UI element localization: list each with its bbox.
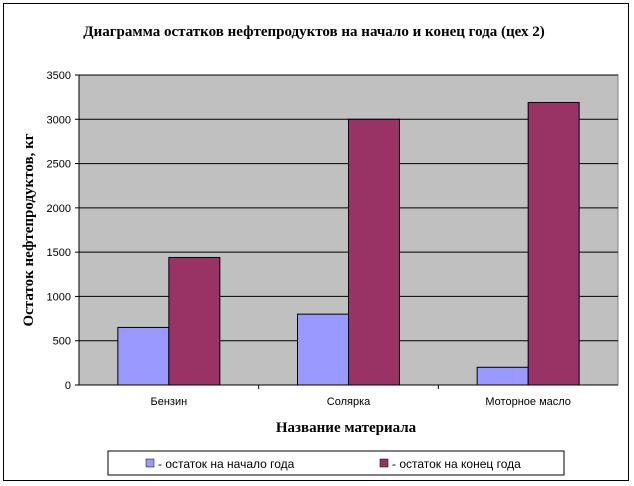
x-tick-label: Солярка <box>327 396 371 408</box>
y-axis-title: Остаток нефтепродуктов, кг <box>21 133 37 326</box>
bar <box>348 118 400 386</box>
legend-box <box>107 450 565 476</box>
legend-label-end: - остаток на конец года <box>392 457 521 471</box>
y-tick-label: 1500 <box>47 247 71 259</box>
y-tick-label: 0 <box>65 380 71 392</box>
bar <box>168 256 221 386</box>
y-tick-label: 3500 <box>47 70 71 82</box>
bar <box>476 366 529 386</box>
x-axis-title: Название материала <box>276 420 417 436</box>
y-tick-label: 1000 <box>47 291 71 303</box>
chart-title: Диаграмма остатков нефтепродуктов на нач… <box>83 24 544 40</box>
legend: - остаток на начало года - остаток на ко… <box>107 450 565 476</box>
legend-swatch-start <box>145 458 155 468</box>
y-axis-ticks: 0 500 1000 1500 2000 2500 3000 3500 <box>47 70 79 392</box>
y-tick-label: 2500 <box>47 159 71 171</box>
bar <box>297 313 349 386</box>
bar <box>117 326 170 386</box>
y-tick-label: 500 <box>53 336 71 348</box>
legend-label-start: - остаток на начало года <box>158 457 295 471</box>
y-tick-label: 3000 <box>47 114 71 126</box>
x-axis-ticks: Бензин Солярка Моторное масло <box>150 385 571 408</box>
x-tick-label: Моторное масло <box>485 396 571 408</box>
y-tick-label: 2000 <box>47 203 71 215</box>
bar <box>527 101 580 386</box>
x-tick-label: Бензин <box>150 396 187 408</box>
legend-swatch-end <box>379 458 389 468</box>
bars <box>117 101 580 386</box>
